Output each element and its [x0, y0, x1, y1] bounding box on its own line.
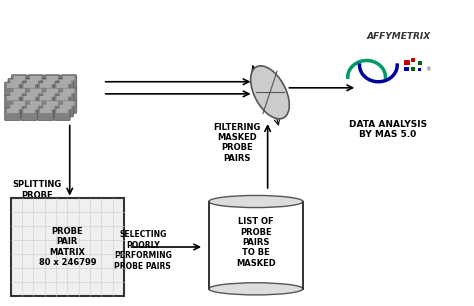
FancyBboxPatch shape [14, 101, 25, 106]
Ellipse shape [209, 196, 303, 207]
FancyBboxPatch shape [25, 103, 40, 117]
FancyBboxPatch shape [44, 75, 60, 88]
FancyBboxPatch shape [57, 91, 73, 104]
Bar [404, 60, 410, 65]
FancyBboxPatch shape [7, 96, 18, 100]
Text: DATA ANALYSIS
BY MAS 5.0: DATA ANALYSIS BY MAS 5.0 [349, 120, 427, 139]
Bar [411, 58, 415, 62]
FancyBboxPatch shape [8, 91, 24, 104]
Text: AFFYMETRIX: AFFYMETRIX [366, 32, 431, 41]
FancyBboxPatch shape [21, 82, 37, 95]
FancyBboxPatch shape [11, 87, 27, 101]
FancyBboxPatch shape [57, 103, 73, 117]
Bar [419, 69, 421, 71]
Text: PROBE
PAIR
MATRIX
80 x 246799: PROBE PAIR MATRIX 80 x 246799 [38, 227, 96, 267]
FancyBboxPatch shape [61, 75, 77, 88]
FancyBboxPatch shape [41, 91, 57, 104]
FancyBboxPatch shape [25, 91, 40, 104]
FancyBboxPatch shape [5, 95, 21, 108]
FancyBboxPatch shape [209, 202, 303, 289]
Text: SPLITTING
PROBE
SETS: SPLITTING PROBE SETS [12, 180, 61, 210]
FancyBboxPatch shape [30, 101, 42, 106]
FancyBboxPatch shape [56, 108, 68, 113]
FancyBboxPatch shape [30, 88, 42, 93]
FancyBboxPatch shape [44, 87, 60, 101]
Bar [11, 199, 124, 296]
FancyBboxPatch shape [28, 87, 44, 101]
FancyBboxPatch shape [10, 105, 22, 110]
FancyBboxPatch shape [27, 92, 38, 97]
FancyBboxPatch shape [54, 82, 70, 95]
Bar [404, 67, 409, 71]
Text: LIST OF
PROBE
PAIRS
TO BE
MASKED: LIST OF PROBE PAIRS TO BE MASKED [236, 217, 276, 268]
FancyBboxPatch shape [60, 80, 71, 84]
FancyBboxPatch shape [61, 100, 77, 113]
FancyBboxPatch shape [54, 95, 70, 108]
FancyBboxPatch shape [7, 108, 18, 113]
Bar [411, 68, 415, 71]
FancyBboxPatch shape [5, 107, 21, 121]
FancyBboxPatch shape [54, 107, 70, 121]
FancyBboxPatch shape [14, 76, 25, 80]
FancyBboxPatch shape [28, 75, 44, 88]
FancyBboxPatch shape [60, 92, 71, 97]
FancyBboxPatch shape [41, 103, 57, 117]
FancyBboxPatch shape [5, 82, 21, 95]
Text: FILTERING
MASKED
PROBE
PAIRS: FILTERING MASKED PROBE PAIRS [213, 123, 261, 163]
FancyBboxPatch shape [37, 95, 54, 108]
FancyBboxPatch shape [23, 108, 35, 113]
FancyBboxPatch shape [37, 82, 54, 95]
FancyBboxPatch shape [25, 78, 40, 92]
FancyBboxPatch shape [8, 103, 24, 117]
Ellipse shape [251, 66, 289, 119]
Text: SELECTING
POORLY
PERFORMING
PROBE PAIRS: SELECTING POORLY PERFORMING PROBE PAIRS [114, 230, 172, 271]
FancyBboxPatch shape [23, 83, 35, 88]
FancyBboxPatch shape [40, 83, 52, 88]
FancyBboxPatch shape [7, 83, 18, 88]
FancyBboxPatch shape [40, 96, 52, 100]
FancyBboxPatch shape [61, 87, 77, 101]
FancyBboxPatch shape [21, 95, 37, 108]
FancyBboxPatch shape [46, 76, 58, 80]
FancyBboxPatch shape [46, 101, 58, 106]
FancyBboxPatch shape [21, 107, 37, 121]
FancyBboxPatch shape [27, 80, 38, 84]
FancyBboxPatch shape [23, 96, 35, 100]
FancyBboxPatch shape [43, 92, 55, 97]
FancyBboxPatch shape [63, 76, 74, 80]
Text: ®: ® [426, 68, 431, 73]
FancyBboxPatch shape [63, 88, 74, 93]
FancyBboxPatch shape [57, 78, 73, 92]
FancyBboxPatch shape [56, 83, 68, 88]
FancyBboxPatch shape [10, 92, 22, 97]
Ellipse shape [209, 283, 303, 295]
FancyBboxPatch shape [10, 80, 22, 84]
FancyBboxPatch shape [43, 80, 55, 84]
FancyBboxPatch shape [11, 100, 27, 113]
FancyBboxPatch shape [46, 88, 58, 93]
Bar [419, 62, 422, 65]
FancyBboxPatch shape [11, 75, 27, 88]
FancyBboxPatch shape [43, 105, 55, 110]
FancyBboxPatch shape [30, 76, 42, 80]
FancyBboxPatch shape [28, 100, 44, 113]
FancyBboxPatch shape [60, 105, 71, 110]
FancyBboxPatch shape [63, 101, 74, 106]
FancyBboxPatch shape [41, 78, 57, 92]
FancyBboxPatch shape [37, 107, 54, 121]
FancyBboxPatch shape [40, 108, 52, 113]
FancyBboxPatch shape [14, 88, 25, 93]
FancyBboxPatch shape [27, 105, 38, 110]
FancyBboxPatch shape [8, 78, 24, 92]
FancyBboxPatch shape [44, 100, 60, 113]
FancyBboxPatch shape [56, 96, 68, 100]
